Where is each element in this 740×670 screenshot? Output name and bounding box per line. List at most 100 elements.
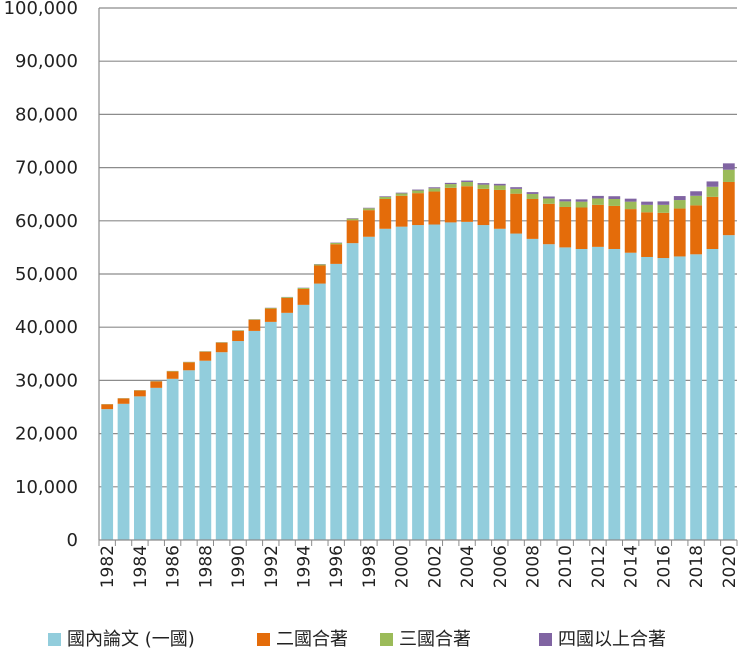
bar-segment-2012-series-4	[592, 195, 604, 199]
x-tick-label: 2014	[622, 545, 642, 588]
bar-segment-1999-series-1	[379, 228, 392, 540]
legend-swatch	[48, 633, 61, 646]
bar-segment-2002-series-4	[428, 187, 441, 189]
bar-segment-1993-series-2	[281, 297, 294, 313]
x-tick-label: 2010	[556, 545, 576, 588]
bar-segment-2014-series-1	[624, 252, 637, 540]
bar-segment-2011-series-1	[575, 249, 588, 540]
bar-segment-1991-series-1	[248, 330, 261, 540]
bar-segment-1993-series-3	[281, 297, 294, 298]
bar-segment-2018-series-2	[690, 205, 702, 255]
bar-segment-2016-series-2	[657, 212, 670, 259]
bar-segment-1991-series-3	[248, 319, 261, 320]
bar-segment-2003-series-4	[444, 182, 457, 185]
bar-segment-1991-series-2	[248, 319, 261, 331]
legend-swatch	[257, 633, 270, 646]
bar-segment-1983-series-1	[117, 403, 130, 540]
x-tick-label: 1984	[131, 545, 151, 588]
bar-segment-2017-series-4	[673, 196, 686, 201]
bar-segment-2004-series-4	[461, 180, 473, 182]
bar-segment-2004-series-3	[461, 181, 473, 187]
y-tick-label: 70,000	[15, 158, 78, 179]
bar-segment-2004-series-1	[461, 221, 473, 541]
bar-segment-2009-series-4	[542, 196, 555, 199]
bar-segment-2020-series-2	[722, 181, 735, 236]
bar-segment-2014-series-3	[624, 201, 637, 210]
bar-segment-2019-series-1	[706, 249, 719, 540]
x-tick-label: 1988	[196, 545, 216, 588]
bar-segment-2005-series-1	[477, 225, 490, 540]
x-tick-label: 1996	[327, 545, 347, 588]
bar-segment-2016-series-4	[657, 201, 670, 205]
bars	[101, 163, 735, 541]
bar-segment-2002-series-1	[428, 224, 441, 540]
bar-segment-1996-series-2	[330, 244, 343, 264]
y-tick-label: 60,000	[15, 211, 78, 232]
bar-segment-1997-series-2	[346, 220, 359, 244]
x-tick-label: 2016	[654, 545, 674, 588]
legend-label: 二國合著	[276, 629, 348, 650]
bar-segment-2000-series-2	[395, 195, 408, 227]
bar-segment-2006-series-3	[493, 185, 506, 190]
bar-segment-2009-series-3	[542, 198, 555, 204]
bar-segment-2019-series-4	[706, 181, 719, 187]
bar-segment-1996-series-1	[330, 263, 343, 540]
bar-segment-1995-series-3	[313, 264, 326, 266]
x-tick-label: 2008	[524, 545, 544, 588]
bar-segment-2010-series-4	[559, 199, 572, 202]
legend-swatch	[539, 633, 552, 646]
bar-segment-2016-series-3	[657, 204, 670, 213]
bar-segment-2011-series-2	[575, 207, 588, 249]
legend-label: 國內論文 (一國)	[67, 629, 195, 650]
bar-segment-1995-series-1	[313, 283, 326, 540]
bar-segment-2019-series-3	[706, 186, 719, 197]
bar-segment-2011-series-3	[575, 201, 588, 208]
bar-segment-1982-series-1	[101, 409, 114, 540]
bar-segment-2004-series-2	[461, 186, 473, 222]
bar-segment-1990-series-1	[232, 341, 244, 540]
bar-segment-1985-series-1	[150, 387, 163, 540]
bar-segment-2007-series-3	[510, 188, 523, 194]
y-tick-label: 80,000	[15, 104, 78, 125]
bar-segment-1986-series-2	[166, 371, 179, 379]
bar-segment-1987-series-1	[183, 370, 195, 540]
bar-segment-1992-series-2	[264, 308, 277, 322]
bar-segment-2007-series-4	[510, 187, 523, 189]
bar-segment-2000-series-3	[395, 193, 408, 196]
x-tick-label: 1998	[360, 545, 380, 588]
bar-segment-2009-series-1	[542, 244, 555, 540]
bar-segment-2008-series-1	[526, 238, 539, 540]
bar-segment-1988-series-2	[199, 351, 212, 361]
bar-segment-2003-series-2	[444, 187, 457, 223]
bar-segment-2017-series-1	[673, 256, 686, 540]
x-tick-label: 2004	[458, 545, 478, 588]
bar-segment-1990-series-2	[232, 330, 244, 342]
x-tick-label: 2000	[393, 545, 413, 588]
bar-segment-1992-series-3	[264, 307, 277, 309]
bar-segment-1989-series-1	[215, 352, 228, 540]
legend: 國內論文 (一國) 二國合著 三國合著 四國以上合著	[48, 629, 666, 650]
bar-segment-2014-series-4	[624, 198, 637, 202]
bar-segment-2006-series-4	[493, 183, 506, 186]
bar-segment-2012-series-3	[592, 198, 604, 205]
bar-segment-2001-series-2	[412, 193, 424, 226]
bar-segment-2000-series-4	[395, 192, 408, 194]
bar-segment-2020-series-4	[722, 163, 735, 170]
bar-segment-1986-series-1	[166, 378, 179, 540]
bar-segment-2001-series-1	[412, 225, 424, 540]
x-tick-label: 1990	[229, 545, 249, 588]
bar-segment-2017-series-2	[673, 208, 686, 257]
bar-segment-2008-series-2	[526, 198, 539, 239]
bar-segment-1998-series-3	[363, 208, 375, 211]
bar-segment-2008-series-3	[526, 193, 539, 199]
bar-segment-2007-series-2	[510, 193, 523, 234]
bar-segment-2018-series-1	[690, 254, 702, 540]
bar-segment-2001-series-4	[412, 189, 424, 191]
y-tick-label: 10,000	[15, 477, 78, 498]
bar-segment-1983-series-2	[117, 398, 130, 404]
bar-segment-2011-series-4	[575, 199, 588, 202]
bar-segment-2018-series-3	[690, 195, 702, 206]
x-tick-label: 2006	[491, 545, 511, 588]
bar-segment-2000-series-1	[395, 226, 408, 540]
